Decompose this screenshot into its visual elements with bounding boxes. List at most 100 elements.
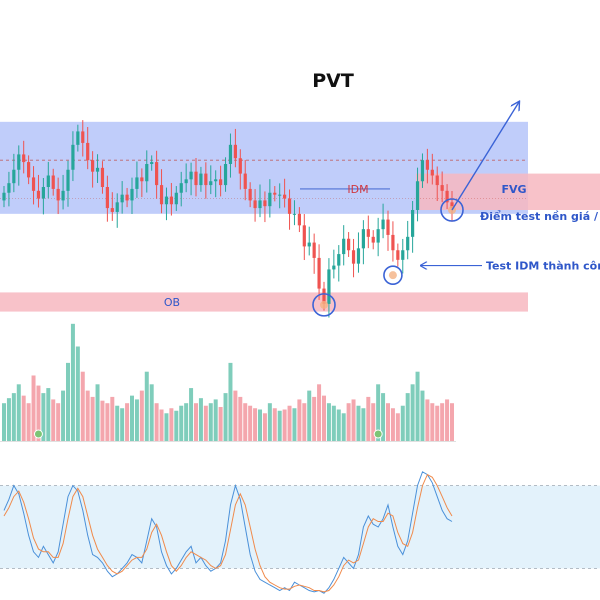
projection-arrow	[451, 102, 519, 211]
candle	[86, 127, 90, 170]
candle	[327, 258, 331, 318]
volume-bar	[95, 384, 100, 441]
fvg-test-circle	[440, 198, 464, 222]
volume-bar	[66, 362, 70, 441]
candle	[17, 145, 21, 186]
candle	[145, 150, 149, 193]
volume-bar	[174, 410, 179, 441]
volume-bar	[390, 408, 395, 441]
candle	[273, 186, 277, 202]
candle	[130, 177, 134, 215]
candle	[110, 192, 114, 221]
volume-bar	[312, 396, 317, 441]
candle	[371, 230, 375, 250]
chart-title: PVT	[312, 70, 354, 92]
candle	[46, 161, 50, 199]
volume-bar	[445, 399, 450, 441]
candle	[445, 184, 449, 210]
candle	[420, 153, 425, 188]
candle	[164, 187, 169, 221]
volume-bar	[341, 413, 346, 441]
volume-bar	[154, 403, 159, 441]
candle	[41, 177, 45, 215]
volume-bar	[425, 399, 430, 441]
candle	[27, 155, 31, 185]
volume-bar	[415, 371, 420, 441]
volume-bar	[410, 384, 415, 441]
candle	[342, 225, 346, 266]
stoch-k-line	[3, 471, 453, 594]
candle	[297, 207, 301, 233]
volume-bar	[90, 396, 95, 441]
volume-bar	[386, 403, 390, 441]
candles-group	[2, 120, 454, 318]
volume-bar	[356, 405, 361, 441]
volume-bar	[253, 408, 258, 441]
candle	[268, 179, 272, 218]
volume-bar	[46, 388, 51, 441]
volume-bar	[213, 399, 218, 441]
candle	[351, 238, 356, 278]
volume-event-markers	[33, 429, 383, 439]
candle	[36, 174, 41, 208]
candle	[56, 177, 60, 215]
ob-test-circle	[312, 293, 336, 317]
volume-bar	[198, 398, 203, 441]
candle	[278, 183, 282, 209]
volume-bar	[435, 405, 440, 441]
candle	[12, 153, 16, 193]
volume-bar	[366, 396, 371, 441]
candle	[411, 200, 415, 253]
candle	[440, 171, 444, 203]
candle	[396, 243, 400, 267]
candle	[66, 160, 70, 207]
volume-bar	[282, 409, 287, 441]
candle	[435, 166, 439, 201]
candle	[361, 220, 365, 265]
candle	[425, 148, 429, 184]
volume-bar	[85, 390, 90, 441]
candle	[219, 165, 223, 197]
candle	[401, 238, 405, 274]
volume-bar	[258, 409, 262, 441]
candle	[430, 153, 434, 185]
candle	[415, 167, 420, 222]
candle	[209, 165, 213, 195]
volume-bar	[41, 393, 46, 441]
candle	[22, 140, 26, 174]
volume-bar	[233, 390, 238, 441]
volume-bar	[351, 399, 356, 441]
candle	[366, 215, 370, 249]
candle	[243, 159, 247, 201]
volume-bar	[36, 385, 41, 441]
volume-bar	[238, 396, 243, 441]
ob-label: OB	[164, 296, 180, 309]
candle	[7, 171, 11, 207]
candle	[115, 193, 119, 228]
volume-bar	[317, 384, 322, 441]
candle	[332, 249, 336, 279]
ob-zone	[0, 292, 528, 312]
candle	[356, 232, 361, 273]
candle	[376, 217, 380, 257]
volume-bar	[189, 388, 194, 441]
volume-bar	[400, 405, 405, 441]
volume-bar	[100, 400, 105, 441]
candle	[253, 189, 257, 222]
idm-test-circle	[383, 265, 403, 285]
volume-bar	[164, 413, 169, 441]
candle	[2, 186, 6, 208]
volume-bar	[243, 403, 248, 441]
volume-bar	[11, 393, 16, 441]
test-idm-callout: Test IDM thành công	[486, 260, 600, 273]
volume-bar	[430, 403, 435, 441]
volume-bar	[21, 395, 26, 441]
volume-bar	[267, 403, 272, 441]
volume-bar	[56, 403, 61, 441]
candle	[287, 189, 292, 230]
candle	[31, 166, 36, 205]
volume-bar	[420, 390, 425, 441]
candle	[233, 128, 237, 168]
fvg-label: FVG	[501, 183, 526, 196]
volume-bar	[336, 409, 341, 441]
